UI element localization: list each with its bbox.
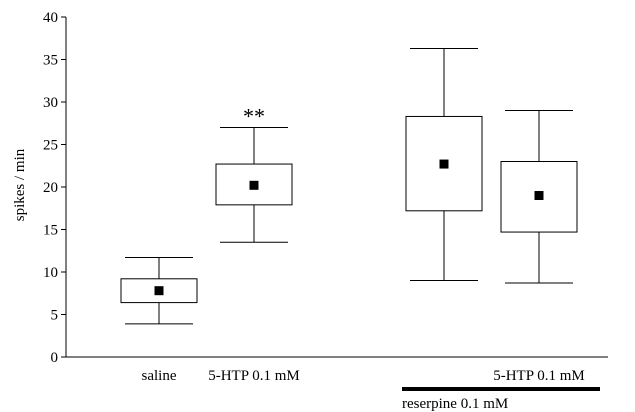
y-tick-label: 20 <box>43 180 58 196</box>
category-label: 5-HTP 0.1 mM <box>208 368 300 384</box>
y-tick-label: 40 <box>43 10 58 26</box>
mean-marker <box>154 286 164 296</box>
significance-annotations: ** <box>243 104 265 129</box>
box-3 <box>405 47 483 281</box>
y-tick-label: 5 <box>51 308 59 324</box>
mean-marker <box>249 180 259 190</box>
box-2 <box>215 127 293 243</box>
category-labels: saline 5-HTP 0.1 mM 5-HTP 0.1 mM <box>142 368 585 384</box>
box-1 <box>120 257 198 325</box>
treatment-group-bracket: reserpine 0.1 mM <box>402 387 600 412</box>
group-label: reserpine 0.1 mM <box>402 396 508 412</box>
y-tick-label: 25 <box>43 138 58 154</box>
y-tick-label: 35 <box>43 53 58 69</box>
y-axis: 0 5 10 15 20 25 30 35 40 <box>43 10 67 366</box>
y-axis-title: spikes / min <box>12 148 28 221</box>
box-series <box>120 47 578 325</box>
y-tick-label: 10 <box>43 265 58 281</box>
box-4 <box>500 110 578 284</box>
category-label: 5-HTP 0.1 mM <box>493 368 585 384</box>
y-tick-label: 30 <box>43 95 58 111</box>
significance-label: ** <box>243 104 265 129</box>
y-tick-label: 15 <box>43 223 58 239</box>
mean-marker <box>534 191 544 200</box>
y-tick-label: 0 <box>51 350 59 366</box>
category-label: saline <box>142 368 177 384</box>
box-rect <box>405 115 483 212</box>
mean-marker <box>439 159 449 169</box>
